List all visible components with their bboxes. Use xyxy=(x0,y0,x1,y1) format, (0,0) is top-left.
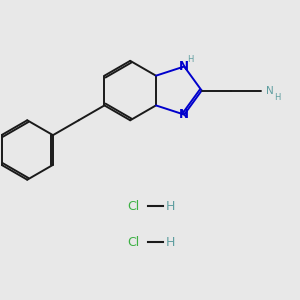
Text: H: H xyxy=(274,93,281,102)
Text: N: N xyxy=(179,60,189,73)
Text: Cl: Cl xyxy=(128,200,140,213)
Text: H: H xyxy=(188,56,194,64)
Text: Cl: Cl xyxy=(128,236,140,249)
Text: N: N xyxy=(179,108,189,121)
Text: N: N xyxy=(266,85,273,96)
Text: H: H xyxy=(166,200,176,213)
Text: H: H xyxy=(166,236,176,249)
